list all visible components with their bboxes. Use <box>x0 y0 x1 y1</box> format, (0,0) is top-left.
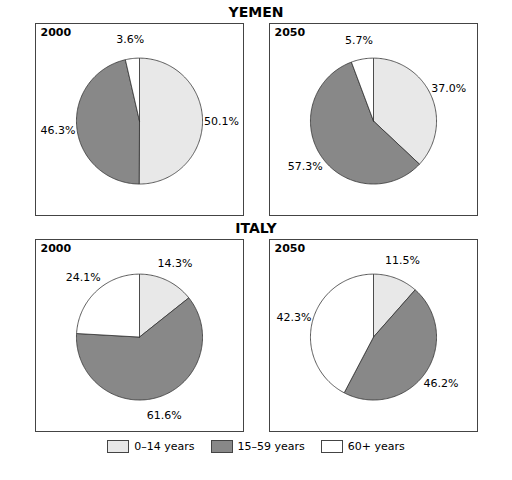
svg-text:46.2%: 46.2% <box>424 377 459 390</box>
svg-text:2050: 2050 <box>275 26 306 39</box>
svg-text:50.1%: 50.1% <box>204 115 239 128</box>
html-text:60+ years: 60+ years <box>347 440 405 453</box>
svg-text:2000: 2000 <box>41 242 72 255</box>
html-text:YEMEN: YEMEN <box>228 4 284 20</box>
svg-text:5.7%: 5.7% <box>345 34 373 47</box>
svg-text:46.3%: 46.3% <box>41 124 76 137</box>
svg-text:61.6%: 61.6% <box>147 409 182 422</box>
html-text:15–59 years: 15–59 years <box>237 440 305 453</box>
svg-text:11.5%: 11.5% <box>385 254 420 267</box>
svg-text:2000: 2000 <box>41 26 72 39</box>
svg-text:14.3%: 14.3% <box>158 257 193 270</box>
html-text:ITALY: ITALY <box>235 220 277 236</box>
svg-text:37.0%: 37.0% <box>431 82 466 95</box>
svg-text:24.1%: 24.1% <box>66 271 101 284</box>
svg-text:42.3%: 42.3% <box>276 311 311 324</box>
svg-text:3.6%: 3.6% <box>116 33 144 46</box>
html-text:0–14 years: 0–14 years <box>134 440 195 453</box>
svg-text:57.3%: 57.3% <box>288 160 323 173</box>
svg-text:2050: 2050 <box>275 242 306 255</box>
